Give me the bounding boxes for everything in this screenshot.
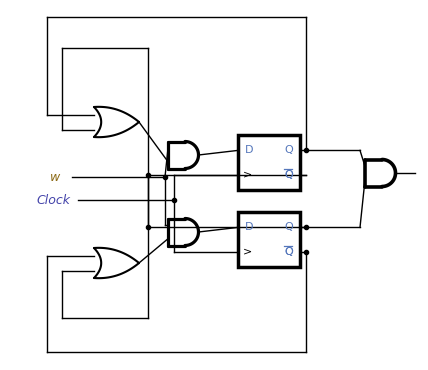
Text: Q: Q <box>284 169 293 179</box>
Bar <box>238 135 300 190</box>
Text: Q: Q <box>284 246 293 257</box>
Text: Clock: Clock <box>36 194 70 206</box>
Text: D: D <box>245 222 253 232</box>
Text: >: > <box>243 246 252 257</box>
Bar <box>238 212 300 267</box>
Text: D: D <box>245 145 253 155</box>
Text: Q: Q <box>284 246 293 257</box>
Text: w: w <box>50 171 60 184</box>
Text: Q: Q <box>284 145 293 155</box>
Text: Q: Q <box>284 222 293 232</box>
Text: Q: Q <box>284 169 293 179</box>
Text: >: > <box>243 169 252 179</box>
